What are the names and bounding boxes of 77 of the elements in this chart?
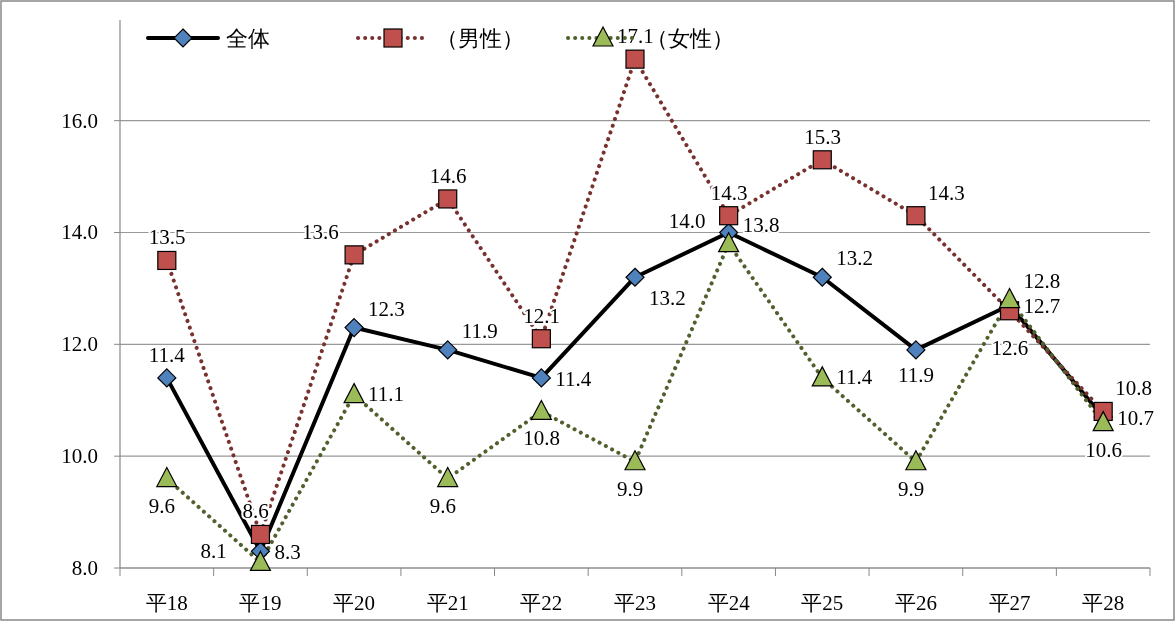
- point: [906, 340, 926, 360]
- data-label: 10.7: [1117, 406, 1154, 431]
- x-tick-label: 平28: [1082, 591, 1125, 615]
- x-tick-label: 平20: [333, 591, 376, 615]
- x-tick-label: 平22: [520, 591, 563, 615]
- point: [344, 317, 364, 338]
- data-label: 13.5: [148, 225, 186, 250]
- legend-label: 全体: [226, 26, 270, 51]
- point: [250, 524, 271, 545]
- data-label: 13.6: [302, 219, 339, 244]
- x-tick-label: 平21: [426, 591, 469, 615]
- x-tick-label: 平19: [239, 591, 282, 615]
- data-label: 8.1: [200, 539, 227, 564]
- data-label: 14.3: [710, 180, 748, 205]
- data-label: 12.8: [1023, 268, 1061, 293]
- point: [625, 49, 645, 69]
- y-tick-label: 14.0: [61, 220, 98, 245]
- data-label: 11.9: [461, 318, 498, 343]
- point: [156, 466, 178, 488]
- point: [531, 329, 551, 349]
- data-label: 13.8: [742, 212, 780, 237]
- data-label: 12.7: [1023, 294, 1061, 319]
- data-label: 13.2: [836, 246, 874, 271]
- point: [438, 340, 458, 360]
- y-tick-label: 10.0: [61, 444, 98, 469]
- x-tick-label: 平18: [145, 591, 188, 615]
- data-label: 14.0: [668, 209, 706, 234]
- x-tick-label: 平23: [614, 591, 656, 615]
- data-label: 11.4: [555, 366, 592, 391]
- point: [437, 466, 459, 488]
- point: [530, 399, 552, 421]
- x-tick-label: 平26: [894, 591, 937, 615]
- data-label: 11.4: [148, 342, 186, 367]
- point: [812, 150, 832, 170]
- point: [344, 245, 364, 265]
- x-tick-label: 平24: [707, 591, 751, 615]
- data-label: 14.6: [429, 163, 467, 188]
- x-tick-label: 平27: [988, 591, 1031, 615]
- data-label: 12.6: [991, 335, 1029, 360]
- point: [157, 250, 177, 271]
- point: [157, 368, 177, 388]
- data-label: 15.3: [804, 124, 842, 149]
- data-label: 12.3: [368, 296, 405, 321]
- data-label: 12.1: [523, 303, 561, 328]
- y-tick-label: 16.0: [61, 108, 98, 133]
- point: [249, 550, 272, 572]
- data-label: 10.6: [1085, 437, 1122, 462]
- data-label: 9.6: [148, 493, 176, 518]
- data-label: 8.3: [274, 540, 301, 565]
- legend-label: （男性）: [436, 26, 524, 51]
- data-label: 17.1: [617, 24, 654, 49]
- data-label: 11.1: [368, 381, 405, 406]
- x-tick-label: 平25: [801, 591, 844, 615]
- data-label: 10.8: [1115, 376, 1152, 401]
- data-label: 9.9: [617, 476, 644, 501]
- point: [343, 383, 365, 404]
- point: [906, 206, 926, 226]
- data-label: 9.9: [897, 476, 925, 501]
- point: [812, 267, 832, 287]
- point: [719, 206, 739, 226]
- data-label: 13.2: [649, 286, 686, 311]
- point: [624, 450, 646, 471]
- point: [718, 232, 740, 253]
- data-label: 11.9: [897, 362, 934, 387]
- data-label: 9.6: [429, 493, 456, 518]
- data-label: 11.4: [836, 364, 873, 389]
- point: [531, 368, 551, 388]
- data-label: 10.8: [523, 426, 561, 451]
- point: [998, 287, 1021, 309]
- point: [811, 366, 833, 387]
- data-label: 14.3: [927, 180, 965, 205]
- y-tick-label: 12.0: [61, 332, 98, 357]
- point: [438, 189, 458, 209]
- y-tick-label: 8.0: [71, 556, 98, 580]
- point: [625, 267, 645, 287]
- point: [905, 450, 927, 471]
- point: [1092, 411, 1114, 432]
